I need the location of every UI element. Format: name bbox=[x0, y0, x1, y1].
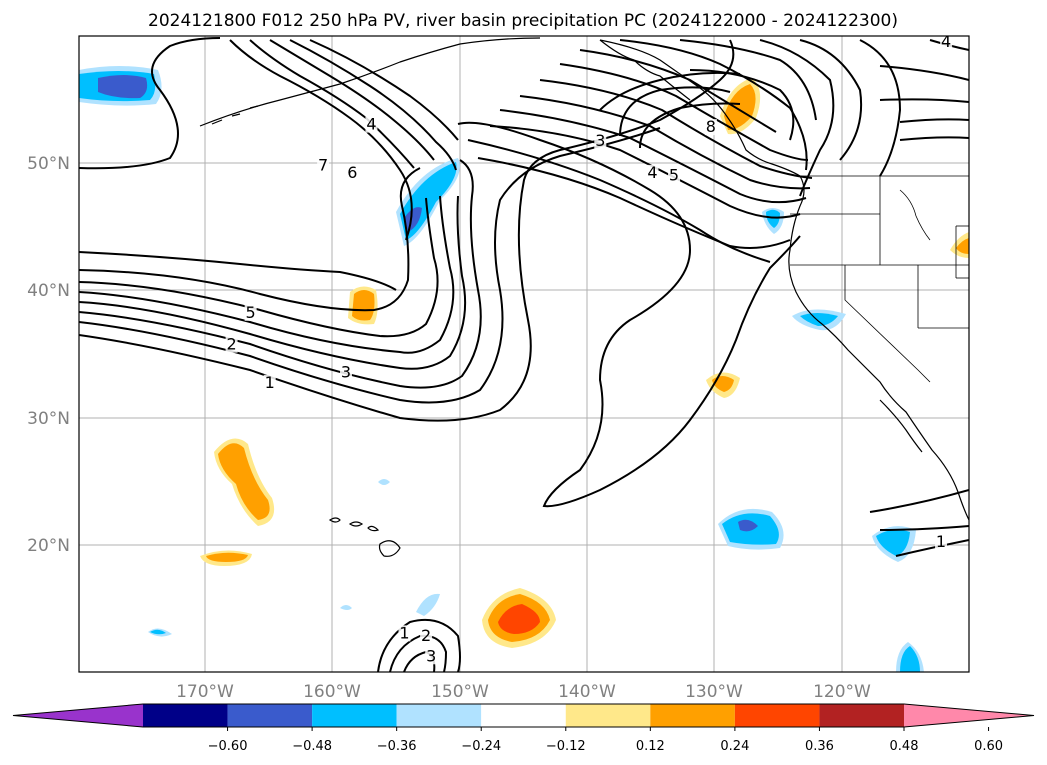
political-borders bbox=[790, 175, 969, 383]
coastlines bbox=[199, 37, 969, 521]
colorbar-extend-low bbox=[13, 704, 143, 727]
precip-negative-blob bbox=[404, 207, 422, 232]
contour-label-bg bbox=[365, 116, 378, 133]
contour-label: 1 bbox=[936, 532, 946, 551]
colorbar-tick-label: −0.36 bbox=[377, 739, 417, 754]
colorbar-tick-label: −0.24 bbox=[461, 739, 501, 754]
contour-label: 4 bbox=[647, 163, 657, 182]
colorbar-tick-label: 0.24 bbox=[720, 739, 749, 754]
precip-negative-blob bbox=[766, 209, 780, 228]
colorbar-tick-label: 0.12 bbox=[636, 739, 665, 754]
lon-label: 150°W bbox=[431, 682, 489, 702]
precip-positive-blob bbox=[724, 84, 756, 130]
contour-label-bg bbox=[425, 648, 438, 665]
lat-labels: 50°N 40°N 30°N 20°N bbox=[27, 154, 70, 556]
precip-negative-blob bbox=[738, 519, 758, 532]
contour-label: 4 bbox=[366, 115, 376, 134]
map-frame bbox=[78, 35, 970, 673]
contour-label: 1 bbox=[265, 373, 275, 392]
colorbar bbox=[12, 703, 1035, 728]
precip-negative-blob bbox=[876, 529, 910, 556]
gridlines bbox=[79, 36, 969, 672]
contour-label: 1 bbox=[399, 623, 409, 642]
precip-negative-blob bbox=[378, 479, 390, 485]
colorbar-segment bbox=[227, 704, 313, 727]
contour-label-bg bbox=[940, 36, 953, 50]
contour-label: 3 bbox=[595, 131, 605, 150]
contour-label: 5 bbox=[246, 303, 256, 322]
contour-label-bg bbox=[340, 364, 352, 381]
contour-label-bg bbox=[704, 119, 717, 136]
precip-negative-blob bbox=[800, 313, 838, 326]
contour-label-bg bbox=[420, 627, 433, 644]
lon-label: 170°W bbox=[176, 682, 234, 702]
contour-label-bg bbox=[668, 167, 681, 184]
contour-label: 2 bbox=[226, 335, 236, 354]
lon-label: 160°W bbox=[303, 682, 361, 702]
precip-positive-blob bbox=[498, 604, 540, 634]
contour-label: 5 bbox=[669, 165, 679, 184]
lon-labels: 170°W 160°W 150°W 140°W 130°W 120°W bbox=[176, 682, 871, 702]
contour-label-bg bbox=[263, 374, 276, 391]
contour-label-bg bbox=[935, 533, 948, 550]
colorbar-extend-high bbox=[904, 704, 1034, 727]
contour-label: 6 bbox=[347, 163, 357, 182]
contour-label-bg bbox=[594, 133, 607, 150]
colorbar-segment bbox=[481, 704, 566, 727]
contour-label: 8 bbox=[706, 117, 716, 136]
lon-label: 130°W bbox=[685, 682, 743, 702]
precip-negative-blob bbox=[416, 593, 440, 616]
colorbar-segment bbox=[143, 704, 228, 727]
colorbar-segment bbox=[565, 704, 651, 727]
colorbar-tick-label: 0.36 bbox=[805, 739, 834, 754]
contour-label: 7 bbox=[318, 155, 328, 174]
lon-label: 120°W bbox=[813, 682, 871, 702]
precip-negative-blob bbox=[98, 75, 148, 99]
colorbar-tick-label: −0.60 bbox=[208, 739, 248, 754]
colorbar-tick-labels: −0.60 −0.48 −0.36 −0.24 −0.12 0.12 0.24 0.36 0.4… bbox=[208, 727, 1003, 754]
colorbar-tick-label: 0.60 bbox=[974, 739, 1003, 754]
colorbar-tick-label: 0.48 bbox=[890, 739, 919, 754]
contour-label-bg bbox=[646, 164, 659, 181]
colorbar-segment bbox=[396, 704, 482, 727]
map-area bbox=[79, 36, 969, 672]
lat-label: 30°N bbox=[27, 409, 70, 429]
precip-positive-blob bbox=[206, 552, 248, 562]
contour-label-bg bbox=[398, 625, 411, 642]
contour-label-bg bbox=[317, 157, 330, 174]
colorbar-tick-label: −0.48 bbox=[292, 739, 332, 754]
contour-label-bg bbox=[244, 304, 257, 321]
lat-label: 50°N bbox=[27, 154, 70, 174]
precip-negative-blob bbox=[150, 629, 166, 635]
lon-label: 140°W bbox=[558, 682, 616, 702]
lat-label: 20°N bbox=[27, 536, 70, 556]
colorbar-segment bbox=[734, 704, 820, 727]
contour-label: 2 bbox=[421, 626, 431, 645]
precip-positive-blob bbox=[352, 290, 375, 321]
contour-label: 4 bbox=[941, 32, 951, 51]
contour-label-bg bbox=[225, 336, 238, 353]
figure-title: 2024121800 F012 250 hPa PV, river basin … bbox=[148, 11, 898, 31]
colorbar-segment bbox=[650, 704, 735, 727]
contour-label-bg bbox=[346, 164, 359, 181]
precip-negative-blob bbox=[340, 605, 352, 610]
lat-label: 40°N bbox=[27, 281, 70, 301]
colorbar-segment bbox=[312, 704, 397, 727]
pv-contours bbox=[79, 37, 969, 672]
precip-shading bbox=[79, 66, 969, 672]
precip-positive-blob bbox=[218, 443, 270, 520]
contour-label: 3 bbox=[426, 646, 436, 665]
hawaii-islands bbox=[328, 517, 401, 557]
colorbar-tick-label: −0.12 bbox=[546, 739, 586, 754]
contour-label: 3 bbox=[341, 363, 351, 382]
colorbar-segment bbox=[819, 704, 904, 727]
colorbar-outline bbox=[12, 703, 1035, 728]
precip-negative-blob bbox=[900, 646, 920, 672]
precip-positive-blob bbox=[956, 238, 969, 254]
